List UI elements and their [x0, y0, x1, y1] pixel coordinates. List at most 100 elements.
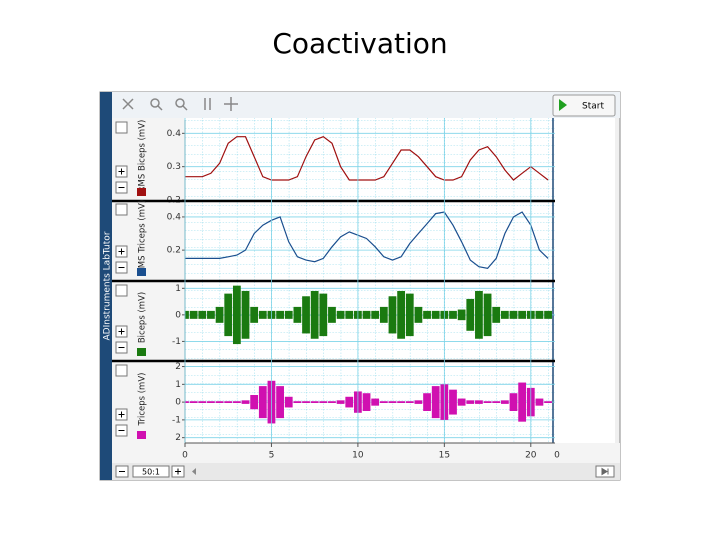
channel-name: Triceps (mV) [138, 373, 148, 427]
zoom-box[interactable] [132, 465, 170, 478]
signal-burst [397, 401, 406, 403]
signal-burst [500, 310, 509, 319]
signal-burst [258, 310, 267, 319]
channel-name: Biceps (mV) [138, 292, 148, 343]
signal-burst [198, 401, 207, 403]
channel-name: RMS Triceps (mV) [138, 200, 148, 274]
right-panel [555, 118, 615, 443]
y-tick-label: 0.4 [167, 129, 182, 139]
signal-burst [345, 310, 354, 319]
signal-burst [414, 306, 423, 323]
signal-burst [492, 306, 501, 323]
signal-burst [189, 310, 198, 319]
toolbar [112, 92, 620, 118]
channel-button[interactable] [115, 203, 128, 216]
play-icon [559, 99, 567, 111]
x-tick-label: 20 [525, 451, 537, 461]
time-axis-bar [112, 443, 620, 463]
signal-line [185, 211, 549, 270]
signal-burst [310, 290, 319, 339]
signal-burst [284, 396, 293, 408]
signal-burst [414, 400, 423, 404]
signal-burst [207, 401, 215, 403]
plus-icon [118, 411, 125, 418]
signal-burst [276, 386, 284, 419]
trace [185, 136, 549, 181]
channel-swatch [137, 268, 146, 276]
x-tick-label: 0 [182, 451, 188, 461]
x-tick-label: 5 [269, 451, 275, 461]
signal-burst [336, 310, 345, 319]
signal-burst [483, 293, 492, 337]
signal-burst [431, 386, 440, 419]
y-tick-label: 0.2 [167, 246, 181, 256]
signal-burst [518, 382, 527, 422]
x-tick-label: 15 [439, 451, 450, 461]
signal-burst [293, 401, 302, 403]
signal-burst [379, 401, 388, 403]
y-tick-label: 2 [175, 433, 181, 443]
y-tick-label: 0.4 [167, 212, 182, 222]
start-label[interactable]: Start [582, 102, 604, 112]
side-strip [100, 92, 112, 480]
slide-title: Coactivation [272, 27, 447, 60]
channel-button[interactable] [115, 284, 128, 297]
toolbar-icons [122, 97, 238, 111]
signal-burst [250, 306, 259, 323]
signal-burst [310, 401, 319, 403]
scroll-bar [112, 463, 620, 480]
signal-burst [319, 293, 328, 337]
channel-name: RMS Biceps (mV) [138, 120, 148, 193]
signal-burst [388, 296, 397, 334]
signal-burst [336, 400, 345, 404]
signal-burst [423, 310, 431, 319]
signal-burst [371, 310, 380, 319]
signal-burst [232, 401, 241, 403]
plus-icon [118, 248, 125, 255]
signal-burst [302, 296, 310, 334]
channel-swatch [137, 348, 146, 356]
trace [185, 285, 552, 345]
signal-burst [241, 400, 250, 404]
channel-button[interactable] [115, 121, 128, 134]
signal-burst [475, 290, 483, 339]
signal-burst [449, 310, 457, 319]
signal-burst [509, 310, 518, 319]
channel-button[interactable] [115, 364, 128, 377]
signal-burst [232, 285, 241, 345]
signal-burst [492, 401, 501, 403]
plus-icon [118, 328, 125, 335]
signal-line [185, 136, 549, 181]
signal-burst [466, 298, 475, 331]
y-tick-label: 2 [175, 362, 181, 372]
signal-burst [293, 306, 302, 323]
signal-burst [185, 310, 189, 319]
start-button[interactable] [552, 94, 616, 117]
x-tick-label: 10 [352, 451, 364, 461]
signal-burst [328, 401, 336, 403]
signal-burst [544, 401, 552, 403]
signal-burst [224, 293, 233, 337]
signal-burst [215, 306, 224, 323]
signal-burst [544, 310, 552, 319]
scroll-left[interactable] [192, 468, 196, 475]
zoom-ratio: 50:1 [142, 468, 160, 477]
y-tick-label: 0.3 [167, 162, 181, 172]
signal-burst [284, 310, 293, 319]
signal-burst [185, 401, 189, 403]
y-tick-label: -1 [172, 337, 181, 347]
signal-burst [475, 400, 483, 404]
signal-burst [405, 293, 414, 337]
y-tick-label: -1 [172, 415, 181, 425]
channel-swatch [137, 431, 146, 439]
signal-burst [483, 401, 492, 403]
y-tick-label: 1 [175, 284, 181, 294]
signal-burst [328, 306, 336, 323]
signal-burst [379, 306, 388, 323]
signal-burst [250, 395, 259, 410]
y-tick-label: 0 [175, 310, 181, 320]
signal-burst [397, 290, 406, 339]
signal-burst [518, 310, 527, 319]
signal-burst [258, 386, 267, 419]
